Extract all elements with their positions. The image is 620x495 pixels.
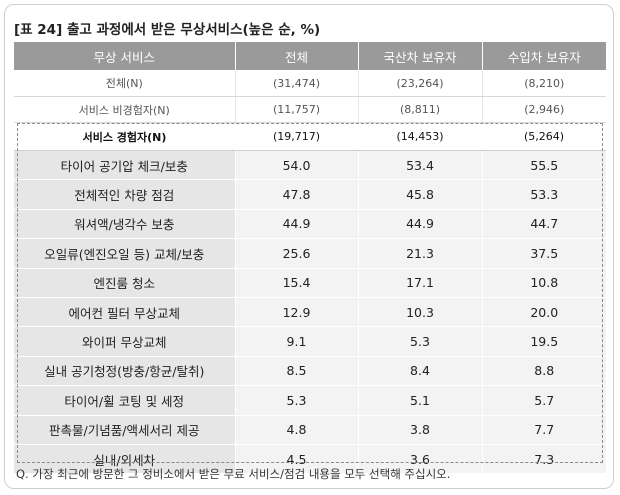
header-total: 전체 xyxy=(234,42,358,70)
cell-total: 8.5 xyxy=(234,356,358,387)
cell-domestic: 5.1 xyxy=(357,385,482,416)
cell-domestic: (8,811) xyxy=(357,96,482,123)
non-experienced-row: 서비스 비경험자(N) (11,757) (8,811) (2,946) xyxy=(14,96,606,123)
cell-total: (19,717) xyxy=(235,122,358,151)
cell-domestic: 44.9 xyxy=(357,209,482,240)
cell-imported: 5.7 xyxy=(481,385,606,416)
row-label: 전체(N) xyxy=(14,70,235,97)
cell-imported: (2,946) xyxy=(481,96,606,123)
cell-total: 44.9 xyxy=(234,209,358,240)
table-row: 와이퍼 무상교체 9.1 5.3 19.5 xyxy=(14,326,606,357)
cell-imported: 55.5 xyxy=(481,150,606,181)
cell-imported: (8,210) xyxy=(481,70,606,97)
experienced-row: 서비스 경험자(N) (19,717) (14,453) (5,264) xyxy=(14,122,606,151)
row-label: 실내 공기청정(방충/항균/탈취) xyxy=(14,356,235,387)
cell-total: 5.3 xyxy=(234,385,358,416)
cell-domestic: (14,453) xyxy=(358,122,482,151)
total-n-row: 전체(N) (31,474) (23,264) (8,210) xyxy=(14,70,606,97)
table-row: 실내 공기청정(방충/항균/탈취) 8.5 8.4 8.8 xyxy=(14,356,606,387)
row-label: 실내/외세차 xyxy=(14,444,235,475)
cell-total: 54.0 xyxy=(234,150,358,181)
table-row: 에어컨 필터 무상교체 12.9 10.3 20.0 xyxy=(14,297,606,328)
survey-question-note: Q. 가장 최근에 방문한 그 정비소에서 받은 무료 서비스/점검 내용을 모… xyxy=(16,467,451,481)
cell-total: 4.8 xyxy=(234,415,358,445)
row-label: 오일류(엔진오일 등) 교체/보충 xyxy=(14,238,235,269)
cell-imported: 7.3 xyxy=(481,444,606,475)
row-label: 타이어/휠 코팅 및 세정 xyxy=(14,385,235,416)
table-row: 엔진룸 청소 15.4 17.1 10.8 xyxy=(14,268,606,298)
cell-domestic: 5.3 xyxy=(357,326,482,357)
cell-domestic: 10.3 xyxy=(357,297,482,328)
table-row: 타이어 공기압 체크/보충 54.0 53.4 55.5 xyxy=(14,150,606,181)
cell-domestic: (23,264) xyxy=(357,70,482,97)
header-service: 무상 서비스 xyxy=(14,42,235,70)
cell-domestic: 3.6 xyxy=(357,444,482,475)
table-row: 실내/외세차 4.5 3.6 7.3 xyxy=(14,444,606,475)
cell-imported: 19.5 xyxy=(481,326,606,357)
row-label: 서비스 경험자(N) xyxy=(14,122,235,151)
table-row: 워셔액/냉각수 보충 44.9 44.9 44.7 xyxy=(14,209,606,240)
row-label: 판촉물/기념품/액세서리 제공 xyxy=(14,415,235,445)
row-label: 워셔액/냉각수 보충 xyxy=(14,209,235,240)
cell-domestic: 53.4 xyxy=(357,150,482,181)
cell-imported: 37.5 xyxy=(481,238,606,269)
row-label: 전체적인 차량 점검 xyxy=(14,179,235,210)
cell-domestic: 21.3 xyxy=(357,238,482,269)
table-frame xyxy=(4,4,614,489)
cell-domestic: 8.4 xyxy=(357,356,482,387)
cell-imported: 44.7 xyxy=(481,209,606,240)
table-row: 전체적인 차량 점검 47.8 45.8 53.3 xyxy=(14,179,606,210)
cell-total: 25.6 xyxy=(234,238,358,269)
table-row: 타이어/휠 코팅 및 세정 5.3 5.1 5.7 xyxy=(14,385,606,416)
table-row: 오일류(엔진오일 등) 교체/보충 25.6 21.3 37.5 xyxy=(14,238,606,269)
row-label: 에어컨 필터 무상교체 xyxy=(14,297,235,328)
cell-domestic: 45.8 xyxy=(357,179,482,210)
cell-total: 47.8 xyxy=(234,179,358,210)
cell-total: 12.9 xyxy=(234,297,358,328)
cell-total: 15.4 xyxy=(234,268,358,298)
header-domestic: 국산차 보유자 xyxy=(357,42,482,70)
service-table: 무상 서비스 전체 국산차 보유자 수입차 보유자 전체(N) (31,474)… xyxy=(14,42,606,475)
row-label: 타이어 공기압 체크/보충 xyxy=(14,150,235,181)
cell-total: 9.1 xyxy=(234,326,358,357)
row-label: 엔진룸 청소 xyxy=(14,268,235,298)
header-row: 무상 서비스 전체 국산차 보유자 수입차 보유자 xyxy=(14,42,606,70)
header-imported: 수입차 보유자 xyxy=(481,42,606,70)
cell-imported: 10.8 xyxy=(481,268,606,298)
row-label: 와이퍼 무상교체 xyxy=(14,326,235,357)
cell-imported: 53.3 xyxy=(481,179,606,210)
cell-imported: 8.8 xyxy=(481,356,606,387)
cell-imported: (5,264) xyxy=(482,122,606,151)
cell-imported: 20.0 xyxy=(481,297,606,328)
cell-domestic: 17.1 xyxy=(357,268,482,298)
cell-total: (11,757) xyxy=(234,96,358,123)
cell-imported: 7.7 xyxy=(481,415,606,445)
cell-total: (31,474) xyxy=(234,70,358,97)
cell-domestic: 3.8 xyxy=(357,415,482,445)
table-title: [표 24] 출고 과정에서 받은 무상서비스(높은 순, %) xyxy=(14,22,321,38)
row-label: 서비스 비경험자(N) xyxy=(14,96,235,123)
table-row: 판촉물/기념품/액세서리 제공 4.8 3.8 7.7 xyxy=(14,415,606,445)
